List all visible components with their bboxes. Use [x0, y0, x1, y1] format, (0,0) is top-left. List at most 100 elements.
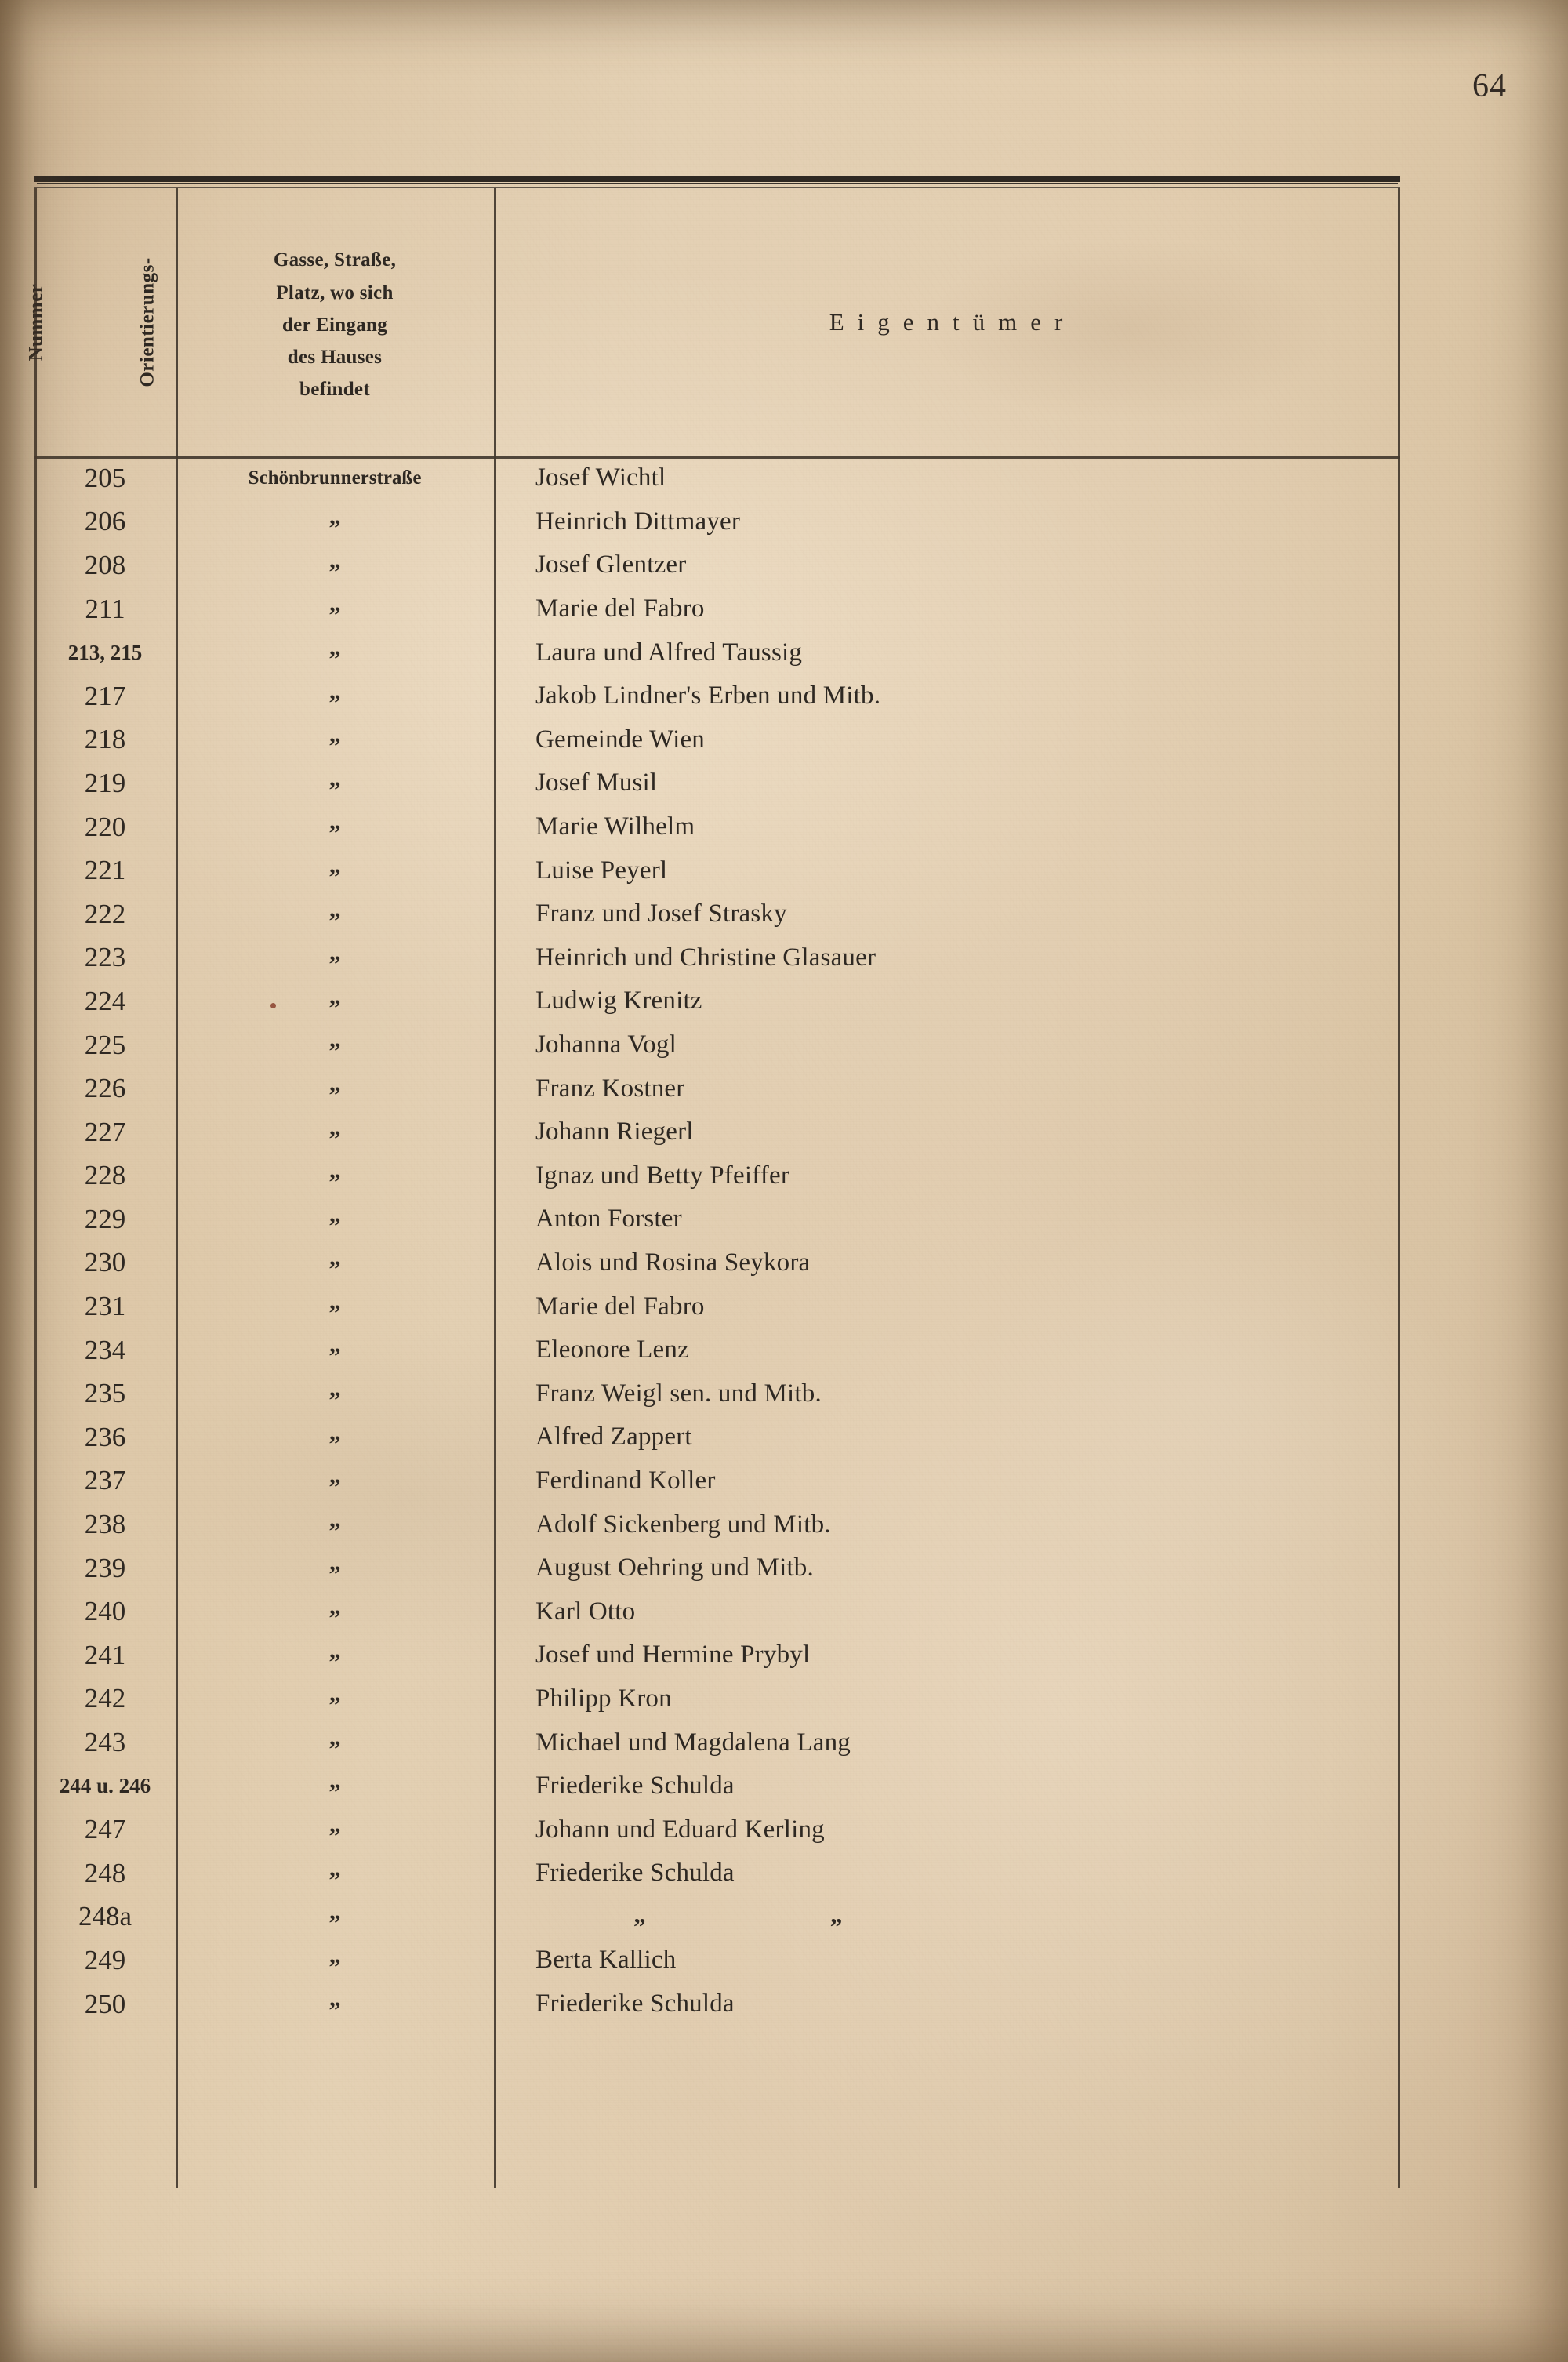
- cell-orientation-number: 229: [84, 1203, 126, 1234]
- cell-street-ditto: ”: [328, 1212, 341, 1239]
- cell-owner: Philipp Kron: [535, 1684, 672, 1713]
- cell-owner: August Oehring und Mitb.: [535, 1553, 814, 1583]
- cell-owner: Luise Peyerl: [535, 856, 668, 885]
- table-row: 231 ” Marie del Fabro: [34, 1285, 1400, 1328]
- cell-orientation-number: 217: [84, 680, 126, 711]
- cell-street-ditto: ”: [328, 1735, 341, 1762]
- cell-street-ditto: ”: [328, 1430, 341, 1457]
- cell-owner: Anton Forster: [535, 1205, 682, 1234]
- cell-street-ditto: ”: [328, 1997, 341, 2024]
- cell-owner: Marie del Fabro: [535, 1292, 705, 1321]
- table-row: 237 ” Ferdinand Koller: [34, 1459, 1400, 1503]
- cell-owner: Johann und Eduard Kerling: [535, 1815, 825, 1844]
- table-row: 206 ” Heinrich Dittmayer: [34, 500, 1400, 544]
- cell-street-ditto: ”: [328, 1605, 341, 1632]
- cell-orientation-number: 247: [84, 1814, 126, 1845]
- cell-orientation-number: 222: [84, 898, 126, 929]
- column-header-street-line-5: befindet: [299, 379, 370, 401]
- cell-orientation-number: 248: [84, 1857, 126, 1888]
- cell-owner: Ignaz und Betty Pfeiffer: [535, 1161, 790, 1190]
- cell-owner: Marie del Fabro: [535, 594, 705, 623]
- table-row: 219 ” Josef Musil: [34, 761, 1400, 805]
- cell-street-ditto: ”: [328, 776, 341, 803]
- cell-orientation-number: 248a: [78, 1901, 132, 1932]
- table-row: 248 ” Friederike Schulda: [34, 1851, 1400, 1895]
- cell-orientation-number: 223: [84, 942, 126, 973]
- table-row: 226 ” Franz Kostner: [34, 1067, 1400, 1110]
- table-row: 238 ” Adolf Sickenberg und Mitb.: [34, 1503, 1400, 1546]
- table-row: 228 ” Ignaz und Betty Pfeiffer: [34, 1154, 1400, 1198]
- table-row: 205 Schönbrunnerstraße Josef Wichtl: [34, 456, 1400, 500]
- cell-street-ditto: ”: [328, 1561, 341, 1588]
- cell-owner: Josef und Hermine Prybyl: [535, 1641, 811, 1670]
- table-row: 225 ” Johanna Vogl: [34, 1023, 1400, 1067]
- column-header-owner: Eigentümer: [494, 188, 1398, 456]
- cell-owner: Ludwig Krenitz: [535, 987, 702, 1016]
- cell-street-ditto: ”: [328, 558, 341, 585]
- table-border-right: [1398, 188, 1400, 2188]
- table-row: 223 ” Heinrich und Christine Glasauer: [34, 936, 1400, 980]
- cell-orientation-number: 221: [84, 855, 126, 886]
- cell-owner: Johanna Vogl: [535, 1030, 677, 1059]
- table-row: 235 ” Franz Weigl sen. und Mitb.: [34, 1372, 1400, 1415]
- table-top-rule: [34, 176, 1400, 182]
- cell-orientation-number: 225: [84, 1029, 126, 1060]
- cell-street-ditto: ”: [328, 1866, 341, 1893]
- cell-orientation-number: 228: [84, 1160, 126, 1191]
- cell-orientation-number: 220: [84, 811, 126, 842]
- cell-street-ditto: ”: [328, 1125, 341, 1152]
- cell-orientation-number: 241: [84, 1639, 126, 1670]
- cell-street-ditto: ”: [328, 1038, 341, 1065]
- table-row: 239 ” August Oehring und Mitb.: [34, 1546, 1400, 1590]
- cell-street-ditto: ”: [328, 994, 341, 1021]
- cell-owner: Gemeinde Wien: [535, 725, 706, 754]
- cell-owner: Johann Riegerl: [535, 1117, 694, 1146]
- cell-owner: Heinrich und Christine Glasauer: [535, 943, 877, 972]
- cell-owner: Jakob Lindner's Erben und Mitb.: [535, 681, 881, 710]
- cell-owner: Adolf Sickenberg und Mitb.: [535, 1510, 831, 1539]
- cell-owner: Ferdinand Koller: [535, 1466, 716, 1495]
- table-row: 230 ” Alois und Rosina Seykora: [34, 1241, 1400, 1285]
- cell-street-ditto: ”: [328, 1517, 341, 1544]
- cell-street-ditto: ”: [328, 1299, 341, 1326]
- cell-orientation-number: 235: [84, 1378, 126, 1409]
- cell-street-ditto: ”: [328, 602, 341, 629]
- table-row: 234 ” Eleonore Lenz: [34, 1328, 1400, 1372]
- cell-orientation-number: 237: [84, 1465, 126, 1496]
- table-row: 218 ” Gemeinde Wien: [34, 718, 1400, 762]
- table-row: 227 ” Johann Riegerl: [34, 1110, 1400, 1154]
- cell-orientation-number: 242: [84, 1683, 126, 1714]
- cell-orientation-number: 243: [84, 1727, 126, 1758]
- column-header-street-line-3: der Eingang: [281, 314, 388, 336]
- cell-owner-ditto: ””: [494, 1906, 1398, 1950]
- cell-street-ditto: ”: [328, 1474, 341, 1501]
- cell-orientation-number: 211: [85, 593, 125, 624]
- cell-street-ditto: ”: [328, 645, 341, 672]
- column-header-street: Gasse, Straße, Platz, wo sich der Eingan…: [176, 188, 494, 456]
- cell-owner: Josef Musil: [535, 769, 658, 798]
- cell-street-ditto: ”: [328, 1692, 341, 1719]
- cell-orientation-number: 249: [84, 1944, 126, 1975]
- cell-orientation-number: 227: [84, 1116, 126, 1147]
- column-header-owner-label: Eigentümer: [829, 308, 1076, 336]
- cell-owner: Heinrich Dittmayer: [535, 507, 741, 536]
- cell-orientation-number: 208: [84, 549, 126, 580]
- owners-table: Orientierungs- Nummer Gasse, Straße, Pla…: [25, 188, 1400, 2188]
- column-header-street-line-4: des Hauses: [287, 347, 383, 369]
- ink-speck: [270, 1003, 276, 1008]
- table-row: 211 ” Marie del Fabro: [34, 587, 1400, 631]
- cell-owner: Friederike Schulda: [535, 1772, 735, 1801]
- cell-owner: Franz Kostner: [535, 1074, 685, 1103]
- cell-street-ditto: ”: [328, 863, 341, 890]
- cell-orientation-number: 219: [84, 767, 126, 798]
- table-row: 222 ” Franz und Josef Strasky: [34, 892, 1400, 936]
- cell-owner: Laura und Alfred Taussig: [535, 638, 803, 667]
- cell-street-ditto: ”: [328, 515, 341, 542]
- table-row: 217 ” Jakob Lindner's Erben und Mitb.: [34, 674, 1400, 718]
- cell-orientation-number: 213, 215: [67, 640, 143, 664]
- cell-orientation-number: 230: [84, 1247, 126, 1278]
- cell-owner: Alfred Zappert: [535, 1423, 692, 1452]
- table-row: 224 ” Ludwig Krenitz: [34, 979, 1400, 1023]
- cell-orientation-number: 250: [84, 1988, 126, 2019]
